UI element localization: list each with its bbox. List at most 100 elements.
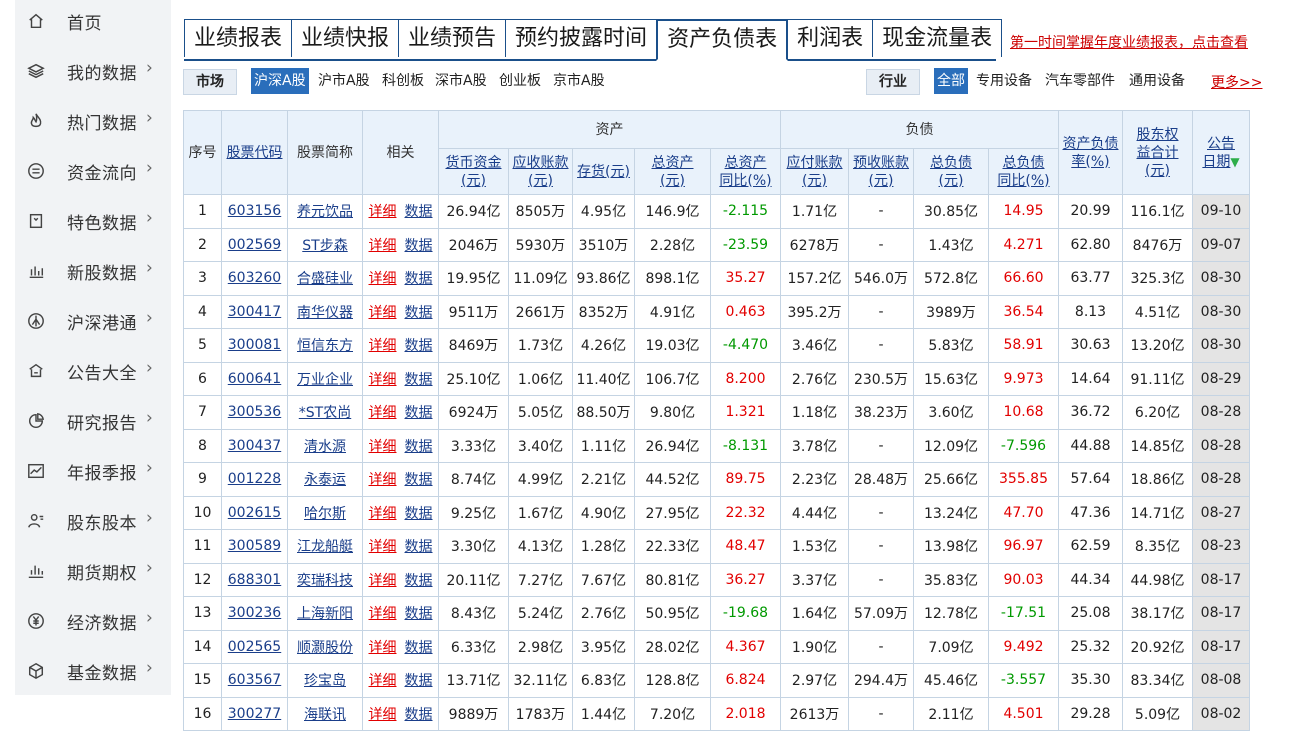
stock-code-link[interactable]: 603567 [227,672,282,689]
cell-name[interactable]: 上海新阳 [287,596,363,631]
data-link[interactable]: 数据 [404,304,433,321]
stock-name-link[interactable]: ST步森 [302,237,348,254]
data-link[interactable]: 数据 [404,271,433,288]
sidebar-item-12[interactable]: 经济数据 › [15,598,171,648]
data-link[interactable]: 数据 [404,405,433,422]
cell-code[interactable]: 300236 [221,596,288,631]
cell-code[interactable]: 600641 [221,361,288,396]
cell-code[interactable]: 300437 [221,428,288,463]
detail-link[interactable]: 详细 [368,405,397,422]
sidebar-item-13[interactable]: 基金数据 › [15,648,171,698]
stock-name-link[interactable]: 珍宝岛 [304,673,346,690]
sidebar-item-0[interactable]: 首页 [15,0,171,48]
market-option-4[interactable]: 创业板 [499,73,541,89]
tab-5[interactable]: 利润表 [787,19,874,57]
data-link[interactable]: 数据 [404,472,433,489]
cell-name[interactable]: 清水源 [287,428,363,463]
data-link[interactable]: 数据 [404,572,433,589]
detail-link[interactable]: 详细 [368,237,397,254]
detail-link[interactable]: 详细 [368,572,397,589]
col-total-liab[interactable]: 总负债 (元) [913,148,989,195]
cell-name[interactable]: 顺灏股份 [287,629,363,664]
cell-name[interactable]: 永泰运 [287,462,363,497]
market-option-3[interactable]: 深市A股 [435,73,487,89]
cell-code[interactable]: 300536 [221,395,288,430]
col-total-assets-yoy[interactable]: 总资产 同比(%) [710,148,781,195]
stock-code-link[interactable]: 001228 [227,471,282,488]
stock-code-link[interactable]: 300236 [227,605,282,622]
industry-option-3[interactable]: 通用设备 [1129,73,1185,89]
col-advance[interactable]: 预收账款 (元) [848,148,914,195]
data-link[interactable]: 数据 [404,438,433,455]
stock-name-link[interactable]: 奕瑞科技 [297,572,353,589]
stock-code-link[interactable]: 300277 [227,705,282,722]
detail-link[interactable]: 详细 [368,371,397,388]
tab-0[interactable]: 业绩报表 [184,19,293,57]
cell-code[interactable]: 300417 [221,294,288,329]
col-date[interactable]: 公告 日期▼ [1192,110,1250,195]
market-option-2[interactable]: 科创板 [382,73,424,89]
data-link[interactable]: 数据 [404,338,433,355]
stock-code-link[interactable]: 603156 [227,203,282,220]
detail-link[interactable]: 详细 [368,204,397,221]
col-total-assets[interactable]: 总资产 (元) [634,148,711,195]
cell-code[interactable]: 603260 [221,261,288,296]
col-total-liab-yoy[interactable]: 总负债 同比(%) [988,148,1059,195]
stock-name-link[interactable]: 南华仪器 [297,304,353,321]
stock-name-link[interactable]: 养元饮品 [297,204,353,221]
detail-link[interactable]: 详细 [368,472,397,489]
data-link[interactable]: 数据 [404,371,433,388]
data-link[interactable]: 数据 [404,706,433,723]
detail-link[interactable]: 详细 [368,606,397,623]
col-receivable[interactable]: 应收账款 (元) [508,148,573,195]
cell-code[interactable]: 603567 [221,663,288,698]
detail-link[interactable]: 详细 [368,639,397,656]
tab-2[interactable]: 业绩预告 [398,19,507,57]
stock-name-link[interactable]: 哈尔斯 [304,505,346,522]
industry-option-1[interactable]: 专用设备 [976,73,1032,89]
cell-code[interactable]: 300081 [221,328,288,363]
col-debt-ratio[interactable]: 资产负债 率(%) [1058,110,1123,195]
stock-code-link[interactable]: 002565 [227,638,282,655]
sidebar-item-7[interactable]: 公告大全 › [15,348,171,398]
cell-code[interactable]: 688301 [221,562,288,597]
cell-code[interactable]: 002569 [221,227,288,262]
data-link[interactable]: 数据 [404,673,433,690]
cell-code[interactable]: 001228 [221,462,288,497]
stock-code-link[interactable]: 300536 [227,404,282,421]
industry-option-0[interactable]: 全部 [934,68,968,94]
cell-name[interactable]: 养元饮品 [287,194,363,229]
col-cash[interactable]: 货币资金 (元) [438,148,509,195]
stock-code-link[interactable]: 300081 [227,337,282,354]
col-code[interactable]: 股票代码 [221,110,288,195]
sidebar-item-9[interactable]: 年报季报 › [15,448,171,498]
sidebar-item-5[interactable]: 新股数据 › [15,248,171,298]
detail-link[interactable]: 详细 [368,706,397,723]
cell-code[interactable]: 300277 [221,696,288,731]
detail-link[interactable]: 详细 [368,438,397,455]
cell-name[interactable]: 合盛硅业 [287,261,363,296]
sidebar-item-10[interactable]: 股东股本 › [15,498,171,548]
stock-code-link[interactable]: 300589 [227,538,282,555]
data-link[interactable]: 数据 [404,505,433,522]
stock-code-link[interactable]: 002569 [227,236,282,253]
cell-name[interactable]: 奕瑞科技 [287,562,363,597]
tab-3[interactable]: 预约披露时间 [505,19,658,57]
stock-name-link[interactable]: 上海新阳 [297,606,353,623]
stock-name-link[interactable]: 恒信东方 [297,338,353,355]
market-option-1[interactable]: 沪市A股 [318,73,370,89]
market-option-0[interactable]: 沪深A股 [251,68,309,94]
stock-code-link[interactable]: 603260 [227,270,282,287]
stock-name-link[interactable]: 永泰运 [304,472,346,489]
sidebar-item-2[interactable]: 热门数据 › [15,98,171,148]
stock-name-link[interactable]: 海联讯 [304,706,346,723]
sidebar-item-6[interactable]: 沪深港通 › [15,298,171,348]
detail-link[interactable]: 详细 [368,539,397,556]
detail-link[interactable]: 详细 [368,304,397,321]
cell-code[interactable]: 002615 [221,495,288,530]
stock-name-link[interactable]: 江龙船艇 [297,539,353,556]
cell-name[interactable]: *ST农尚 [287,395,363,430]
detail-link[interactable]: 详细 [368,271,397,288]
detail-link[interactable]: 详细 [368,505,397,522]
sidebar-item-3[interactable]: 资金流向 › [15,148,171,198]
